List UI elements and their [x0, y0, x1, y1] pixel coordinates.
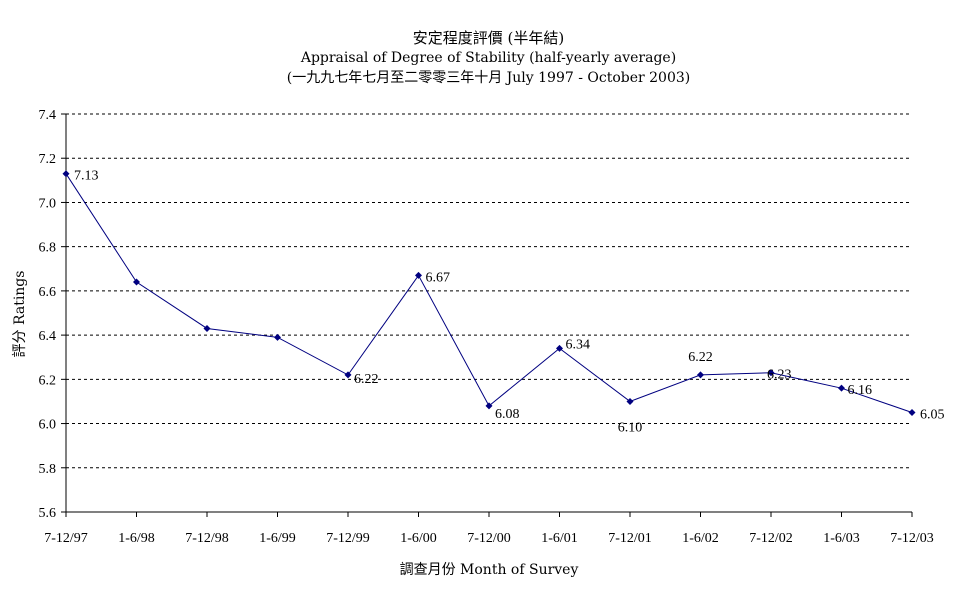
data-point	[274, 333, 281, 341]
x-tick-label: 1-6/01	[541, 531, 578, 546]
chart-title: 安定程度評價 (半年結)	[412, 29, 565, 47]
data-label: 6.08	[495, 407, 520, 422]
data-label: 7.13	[74, 169, 99, 184]
axes	[61, 113, 913, 517]
x-tick-label: 7-12/99	[326, 531, 370, 546]
data-label: 6.34	[566, 337, 591, 352]
data-point	[203, 324, 211, 332]
chart-subtitle-range: (一九九七年七月至二零零三年十月 July 1997 - October 200…	[286, 70, 691, 86]
x-tick-label: 7-12/03	[890, 531, 934, 546]
x-tick-label: 7-12/97	[44, 531, 88, 546]
y-tick-label: 7.0	[39, 196, 57, 211]
data-label: 6.23	[767, 368, 792, 383]
y-tick-label: 5.6	[39, 506, 57, 521]
y-tick-label: 7.4	[39, 108, 57, 123]
chart-subtitle: Appraisal of Degree of Stability (half-y…	[300, 50, 677, 66]
y-tick-label: 6.2	[39, 373, 57, 388]
data-label: 6.05	[920, 408, 945, 423]
data-point	[908, 409, 916, 416]
data-point	[556, 344, 563, 352]
x-tick-label: 1-6/00	[400, 531, 437, 546]
x-tick-label: 1-6/03	[823, 531, 860, 546]
data-points	[62, 170, 916, 416]
chart-title-block: 安定程度評價 (半年結) Appraisal of Degree of Stab…	[0, 28, 977, 88]
data-point	[838, 384, 845, 392]
data-point	[485, 402, 493, 410]
data-point	[697, 371, 704, 379]
y-tick-label: 6.4	[39, 329, 57, 344]
data-label: 6.16	[848, 383, 873, 398]
x-tick-label: 7-12/00	[467, 531, 511, 546]
gridlines	[66, 113, 912, 469]
y-tick-label: 6.6	[39, 285, 57, 300]
x-tick-label: 1-6/98	[118, 531, 155, 546]
data-label: 6.22	[688, 350, 713, 365]
data-point	[62, 170, 70, 178]
y-tick-label: 6.0	[39, 418, 57, 433]
x-tick-label: 1-6/99	[259, 531, 296, 546]
data-point	[133, 278, 140, 286]
data-point	[767, 369, 775, 377]
data-point	[344, 371, 352, 379]
x-tick-labels: 7-12/97 1-6/98 7-12/98 1-6/99 7-12/99 1-6/00 7…	[44, 531, 934, 546]
data-label: 6.67	[426, 270, 451, 285]
y-tick-labels: 7.4 7.2 7.0 6.8 6.6 6.4 6.2 6.0 5.8 5.6	[39, 108, 57, 521]
x-tick-label: 1-6/02	[682, 531, 719, 546]
y-tick-label: 7.2	[39, 152, 57, 167]
y-tick-label: 6.8	[39, 241, 57, 256]
x-axis-title: 調查月份 Month of Survey	[400, 562, 579, 578]
x-tick-label: 7-12/02	[749, 531, 793, 546]
data-point	[415, 271, 422, 279]
data-label: 6.10	[618, 420, 643, 435]
data-labels: 7.13 6.22 6.67 6.08 6.34 6.10 6.22 6.23 6.16 6.05	[74, 169, 945, 436]
data-point	[626, 397, 634, 405]
x-tick-label: 7-12/01	[608, 531, 652, 546]
data-label: 6.22	[354, 372, 379, 387]
y-axis-title: 評分 Ratings	[12, 271, 28, 358]
x-tick-label: 7-12/98	[185, 531, 229, 546]
y-tick-label: 5.8	[39, 462, 57, 477]
